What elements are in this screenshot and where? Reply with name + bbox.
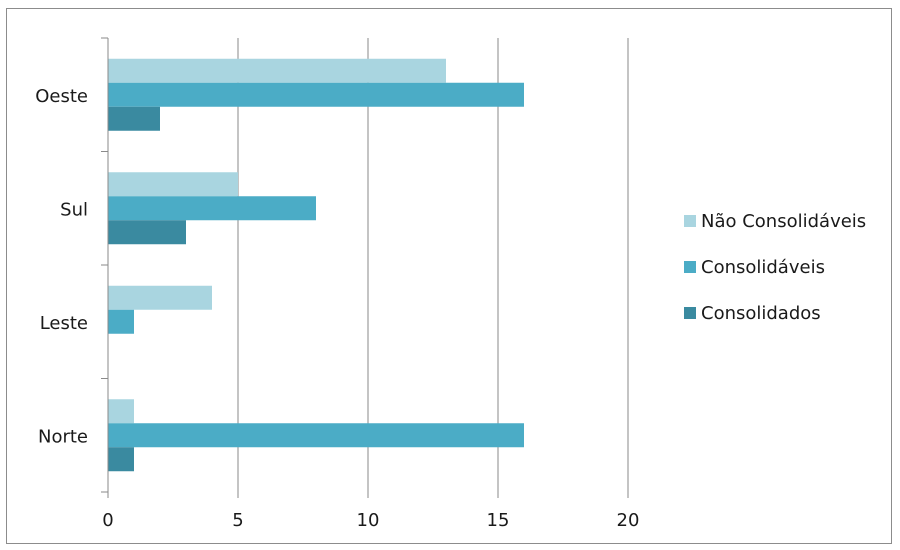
bar-leste-0	[108, 285, 212, 310]
bar-oeste-2	[108, 106, 160, 131]
gridlines	[237, 38, 629, 492]
bar-norte-0	[108, 399, 134, 424]
bar-norte-1	[108, 423, 524, 448]
legend-swatch	[684, 261, 696, 273]
x-tick-label: 15	[487, 510, 510, 531]
bars	[108, 58, 524, 472]
x-tick-label: 20	[617, 510, 640, 531]
legend-label: Não Consolidáveis	[701, 211, 866, 232]
bar-leste-1	[108, 309, 134, 334]
y-category-label: Sul	[60, 199, 88, 220]
y-category-label: Leste	[40, 313, 88, 334]
legend-swatch	[684, 307, 696, 319]
bar-norte-2	[108, 447, 134, 472]
legend[interactable]: Não Consolidáveis Consolidáveis Consolidad…	[684, 211, 866, 324]
y-category-label: Norte	[38, 426, 88, 447]
legend-label: Consolidados	[701, 303, 821, 324]
x-tick-label: 0	[102, 510, 113, 531]
y-category-label: Oeste	[35, 86, 88, 107]
x-tick-label: 5	[232, 510, 243, 531]
bar-sul-0	[108, 172, 238, 197]
bar-oeste-1	[108, 82, 524, 107]
bar-sul-1	[108, 196, 316, 221]
bar-oeste-0	[108, 58, 446, 83]
x-tick-label: 10	[357, 510, 380, 531]
legend-label: Consolidáveis	[701, 257, 825, 278]
legend-swatch	[684, 215, 696, 227]
axes: 0 5 10 15 20 Oeste Sul Leste Norte	[35, 37, 640, 531]
bar-sul-2	[108, 220, 186, 245]
